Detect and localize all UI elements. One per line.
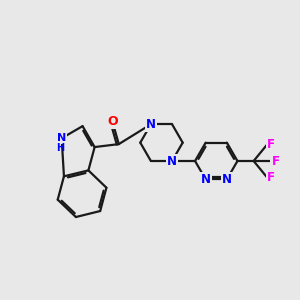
Text: N: N [222, 173, 232, 186]
Text: F: F [267, 171, 275, 184]
Text: H: H [56, 142, 64, 153]
Text: N: N [167, 154, 177, 167]
Text: N: N [57, 133, 66, 143]
Text: O: O [107, 115, 118, 128]
Text: N: N [201, 173, 211, 186]
Text: F: F [272, 154, 279, 167]
Text: N: N [146, 118, 156, 131]
Text: F: F [267, 138, 275, 151]
